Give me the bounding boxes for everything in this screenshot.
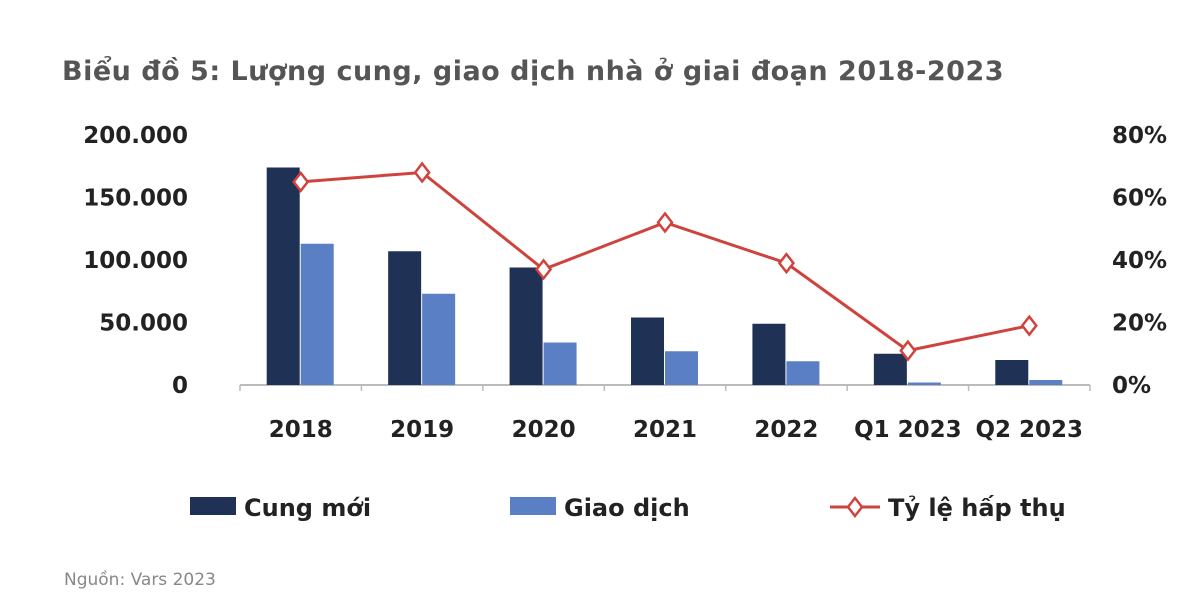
legend-label: Tỷ lệ hấp thụ bbox=[888, 494, 1066, 522]
y-right-tick-label: 60% bbox=[1112, 186, 1167, 212]
y-left-tick-label: 50.000 bbox=[99, 311, 188, 337]
bar-cung-mới bbox=[509, 267, 543, 385]
y-left-tick-label: 0 bbox=[172, 373, 188, 399]
y-right-tick-label: 20% bbox=[1112, 311, 1167, 337]
line-marker bbox=[899, 339, 917, 362]
source-note: Nguồn: Vars 2023 bbox=[64, 570, 216, 590]
bar-cung-mới bbox=[631, 317, 664, 385]
line-marker bbox=[413, 161, 431, 184]
legend-label: Cung mới bbox=[244, 494, 371, 522]
chart-title: Biểu đồ 5: Lượng cung, giao dịch nhà ở g… bbox=[62, 56, 1005, 87]
legend-marker bbox=[846, 495, 864, 519]
bar-cung-mới bbox=[752, 323, 786, 385]
bar-giao-dịch bbox=[300, 243, 334, 385]
bar-cung-mới bbox=[873, 353, 907, 385]
line-marker bbox=[1020, 314, 1038, 337]
bar-cung-mới bbox=[995, 360, 1029, 385]
x-tick-label: 2018 bbox=[269, 417, 333, 443]
y-right-tick-label: 0% bbox=[1112, 373, 1151, 399]
bar-giao-dịch bbox=[422, 293, 456, 385]
legend-swatch bbox=[510, 497, 556, 515]
bar-giao-dịch bbox=[907, 382, 941, 385]
line-marker bbox=[777, 252, 796, 275]
x-tick-label: 2019 bbox=[390, 417, 454, 443]
legend-swatch bbox=[190, 497, 236, 515]
x-tick-label: 2021 bbox=[633, 417, 697, 443]
bar-giao-dịch bbox=[665, 351, 698, 385]
y-right-tick-label: 80% bbox=[1112, 123, 1167, 149]
line-marker bbox=[656, 211, 674, 234]
line-marker bbox=[292, 170, 310, 193]
y-right-tick-label: 40% bbox=[1112, 248, 1167, 274]
bar-giao-dịch bbox=[786, 361, 820, 385]
x-tick-label: 2022 bbox=[754, 417, 818, 443]
bar-cung-mới bbox=[388, 251, 422, 385]
y-left-tick-label: 200.000 bbox=[83, 123, 188, 149]
y-left-tick-label: 100.000 bbox=[83, 248, 188, 274]
legend-label: Giao dịch bbox=[564, 494, 690, 522]
bar-giao-dịch bbox=[1029, 380, 1063, 385]
bar-giao-dịch bbox=[543, 342, 577, 385]
bar-cung-mới bbox=[266, 167, 300, 385]
y-left-tick-label: 150.000 bbox=[83, 186, 188, 212]
line-marker bbox=[534, 258, 553, 281]
x-tick-label: Q2 2023 bbox=[975, 417, 1083, 443]
x-tick-label: Q1 2023 bbox=[854, 417, 962, 443]
x-tick-label: 2020 bbox=[512, 417, 576, 443]
